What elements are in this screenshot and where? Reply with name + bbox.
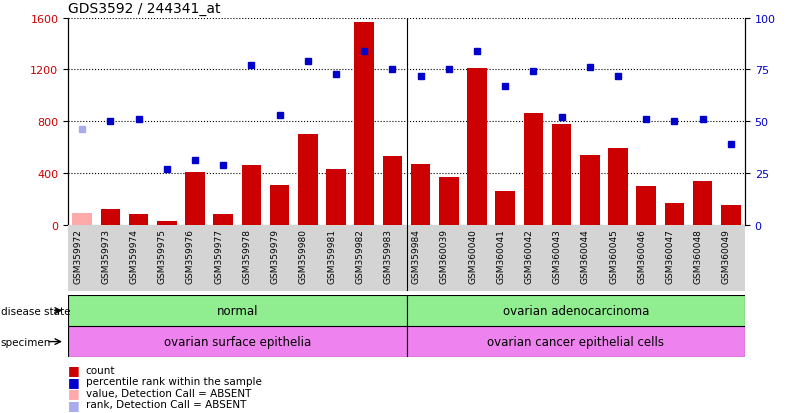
Bar: [242, 166, 261, 225]
Text: GSM359982: GSM359982: [355, 228, 364, 283]
Text: GSM359984: GSM359984: [412, 228, 421, 283]
Bar: [407, 295, 745, 326]
Text: rank, Detection Call = ABSENT: rank, Detection Call = ABSENT: [86, 399, 246, 409]
Bar: [68, 326, 407, 357]
Bar: [298, 135, 318, 225]
Bar: [100, 210, 120, 225]
Bar: [270, 185, 289, 225]
Text: GSM360039: GSM360039: [440, 228, 449, 283]
Text: GSM360043: GSM360043: [553, 228, 562, 283]
Bar: [636, 186, 656, 225]
Text: GSM360040: GSM360040: [468, 228, 477, 283]
Text: count: count: [86, 365, 115, 375]
Text: GSM359978: GSM359978: [243, 228, 252, 283]
Text: ovarian adenocarcinoma: ovarian adenocarcinoma: [502, 304, 649, 317]
Text: GDS3592 / 244341_at: GDS3592 / 244341_at: [68, 2, 220, 16]
Text: GSM360046: GSM360046: [638, 228, 646, 283]
Bar: [693, 181, 713, 225]
Text: ■: ■: [68, 398, 80, 411]
Text: GSM359973: GSM359973: [102, 228, 111, 283]
Text: GSM359983: GSM359983: [384, 228, 392, 283]
Text: GSM359980: GSM359980: [299, 228, 308, 283]
Text: GSM360044: GSM360044: [581, 228, 590, 283]
Text: GSM359972: GSM359972: [73, 228, 83, 283]
Text: ■: ■: [68, 363, 80, 376]
Bar: [72, 214, 92, 225]
Bar: [580, 155, 600, 225]
Text: GSM359975: GSM359975: [158, 228, 167, 283]
Text: ovarian surface epithelia: ovarian surface epithelia: [163, 335, 311, 348]
Text: GSM360047: GSM360047: [666, 228, 674, 283]
Bar: [407, 326, 745, 357]
Text: GSM359979: GSM359979: [271, 228, 280, 283]
Bar: [524, 114, 543, 225]
Bar: [157, 221, 177, 225]
Text: normal: normal: [216, 304, 258, 317]
Bar: [467, 69, 487, 225]
Bar: [68, 295, 407, 326]
Text: disease state: disease state: [1, 306, 70, 316]
Text: ■: ■: [68, 375, 80, 388]
Text: value, Detection Call = ABSENT: value, Detection Call = ABSENT: [86, 388, 251, 398]
Text: percentile rank within the sample: percentile rank within the sample: [86, 376, 262, 386]
Text: GSM359976: GSM359976: [186, 228, 195, 283]
Bar: [383, 157, 402, 225]
Text: ■: ■: [68, 386, 80, 399]
Bar: [185, 172, 205, 225]
Bar: [608, 149, 628, 225]
Text: GSM360048: GSM360048: [694, 228, 702, 283]
Text: specimen: specimen: [1, 337, 51, 347]
Bar: [721, 206, 741, 225]
Text: GSM359981: GSM359981: [327, 228, 336, 283]
Bar: [354, 22, 374, 225]
Text: GSM360049: GSM360049: [722, 228, 731, 283]
Text: GSM359974: GSM359974: [130, 228, 139, 283]
Bar: [326, 170, 346, 225]
Bar: [213, 215, 233, 225]
Bar: [129, 215, 148, 225]
Bar: [495, 192, 515, 225]
Text: ovarian cancer epithelial cells: ovarian cancer epithelial cells: [487, 335, 664, 348]
Text: GSM360045: GSM360045: [609, 228, 618, 283]
Text: GSM360041: GSM360041: [496, 228, 505, 283]
Bar: [439, 177, 459, 225]
Bar: [552, 124, 571, 225]
Text: GSM359977: GSM359977: [214, 228, 223, 283]
Bar: [665, 203, 684, 225]
Text: GSM360042: GSM360042: [525, 228, 533, 283]
Bar: [411, 164, 430, 225]
